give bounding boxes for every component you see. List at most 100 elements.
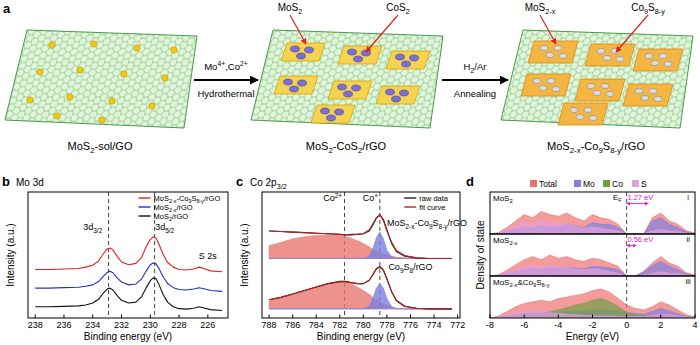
co9s8-particle	[645, 53, 653, 58]
text-run: Intensity (a.u.)	[239, 223, 250, 286]
cos2-particle	[352, 85, 361, 91]
legend: MoS2-x-Co9S8-y/rGOMoS2-x/rGOMoS2/rGO	[139, 194, 221, 222]
text-run: 3d	[83, 222, 93, 232]
text-run: MoS	[154, 212, 169, 221]
mos2-patch	[338, 46, 382, 64]
text-run: 2	[658, 320, 663, 330]
text-run: b	[2, 174, 10, 189]
x-tick	[695, 315, 696, 319]
text-run: -Co	[414, 218, 429, 228]
co9s8-particle	[589, 115, 597, 120]
cos2-particle	[305, 47, 314, 53]
panel-title: Mo 3d	[16, 177, 44, 188]
chart: Density of stateMoS2-x0.56 eVii	[475, 220, 695, 289]
annotation: EF	[613, 193, 622, 203]
reference-line	[108, 192, 109, 318]
text-run: Mo 3d	[16, 177, 44, 188]
text-run: Mo	[583, 179, 595, 189]
text-run: MoS	[493, 236, 509, 245]
cos2-particle	[290, 86, 299, 92]
text-run: MoS	[154, 194, 169, 203]
cos2-particle	[297, 53, 306, 59]
mos2-sol-dot	[109, 98, 115, 104]
sheet-group	[251, 30, 443, 128]
x-tick-label: 4	[692, 320, 697, 330]
text-run: Binding energy (eV)	[317, 331, 405, 342]
legend-label: Co	[612, 179, 623, 189]
text-run: /rGO	[172, 212, 188, 221]
legend-label: Mo	[583, 179, 595, 189]
cos2-particle	[327, 115, 336, 121]
x-tick	[207, 315, 208, 319]
co9s8-particle	[576, 114, 584, 119]
area-series	[490, 265, 695, 276]
text-run: Annealing	[454, 88, 496, 99]
co9s8-particle	[654, 96, 662, 101]
text-run: Co	[388, 262, 400, 272]
co9s8-particle	[533, 78, 541, 83]
callout-arrow	[290, 15, 306, 44]
text-run: 8-y	[542, 282, 550, 288]
cos2-particle	[335, 109, 344, 115]
text-run: 238	[28, 320, 43, 330]
text-run: -6	[520, 320, 528, 330]
x-tick-label: 236	[56, 320, 71, 330]
stage-label: MoS2-CoS2/rGO	[306, 140, 387, 155]
step-label: H2/Ar	[464, 61, 487, 74]
cos2-particle	[338, 84, 347, 90]
legend-swatch	[139, 215, 151, 216]
mos2-sol-dot	[162, 75, 168, 81]
x-tick-label: 234	[85, 320, 100, 330]
area-series	[269, 282, 452, 308]
x-tick-label: 780	[356, 320, 371, 330]
subplot-title: MoS2-x&Co9S8-y	[493, 278, 550, 288]
co9s8-particle	[603, 55, 611, 60]
text-run: -8	[486, 320, 494, 330]
text-run: 772	[450, 320, 465, 330]
text-run: Density of state	[475, 220, 486, 289]
chart: 788786784782780778776774772Binding energ…	[236, 174, 467, 342]
process-arrow	[194, 79, 258, 81]
x-tick-label: 776	[403, 320, 418, 330]
text-run: 780	[356, 320, 371, 330]
co9s8-particle	[559, 53, 567, 58]
x-tick-label: 228	[172, 320, 187, 330]
text-run: -Co	[581, 140, 599, 152]
mos2-x-patch	[585, 44, 635, 66]
text-run: 3d	[155, 222, 165, 232]
callout-arrow	[616, 15, 648, 52]
panel-letter: d	[466, 174, 474, 189]
panel-letter: c	[236, 174, 243, 189]
mos2-sol-dot	[91, 41, 97, 47]
area-series	[269, 284, 452, 309]
co9s8-particle	[552, 86, 560, 91]
text-run: Co	[631, 2, 644, 13]
text-run: 2-x	[570, 146, 581, 155]
annotation: S 2s	[199, 251, 218, 261]
legend-swatch	[530, 180, 537, 187]
text-run: 2	[406, 7, 410, 16]
text-run: 2	[298, 7, 302, 16]
text-run: 0.56 eV	[627, 235, 653, 244]
annotation: Co+	[363, 192, 379, 203]
text-run: S	[641, 179, 647, 189]
x-tick	[626, 315, 627, 319]
legend: TotalMoCoS	[530, 179, 647, 189]
cos2-particle	[291, 46, 300, 52]
text-run: 782	[332, 320, 347, 330]
process-arrow	[442, 79, 508, 81]
x-tick	[434, 315, 435, 319]
text-run: 4	[692, 320, 697, 330]
x-tick	[524, 315, 525, 319]
area-series	[490, 221, 695, 234]
co9s8-particle	[606, 91, 614, 96]
line-series	[269, 267, 452, 309]
annotation: 3d5/2	[155, 222, 174, 234]
legend-swatch	[139, 206, 151, 207]
schematic: aMoS2-sol/GOMoS2-CoS2/rGOMoS2CoS2MoS2-x-…	[3, 1, 693, 155]
text-run: fit curve	[419, 203, 445, 212]
x-tick-label: 772	[450, 320, 465, 330]
cos2-particle	[284, 79, 293, 85]
line-series	[269, 215, 452, 259]
plot-frame	[28, 192, 228, 318]
